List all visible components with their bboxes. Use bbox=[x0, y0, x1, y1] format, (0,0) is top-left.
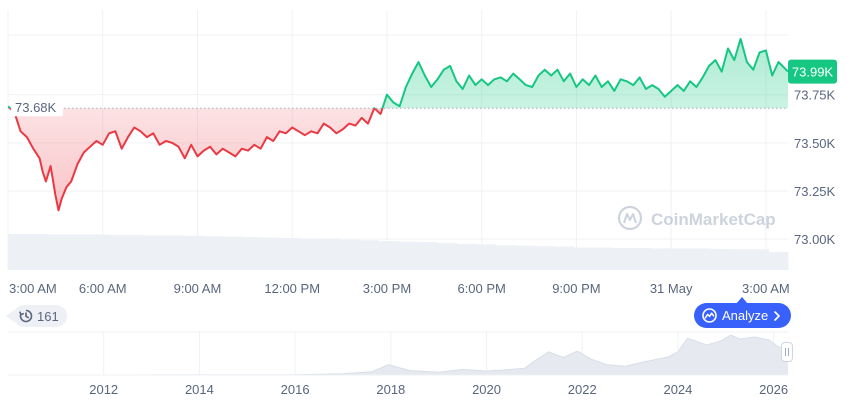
volume-bar bbox=[573, 247, 594, 270]
navigator-year-label: 2014 bbox=[185, 382, 214, 397]
volume-bar bbox=[495, 245, 516, 270]
volume-bar bbox=[456, 243, 477, 270]
volume-bar bbox=[398, 241, 418, 270]
volume-bar bbox=[66, 234, 87, 270]
watermark-logo-mark bbox=[623, 213, 637, 224]
y-tick-label: 73.75K bbox=[794, 88, 836, 103]
volume-bar bbox=[339, 239, 360, 270]
navigator-year-label: 2012 bbox=[89, 382, 118, 397]
volume-bar bbox=[320, 238, 340, 270]
x-tick-label: 12:00 PM bbox=[264, 281, 320, 296]
analyze-button[interactable]: Analyze bbox=[694, 297, 792, 328]
history-icon bbox=[19, 309, 33, 323]
volume-bar bbox=[612, 247, 633, 270]
volume-bar bbox=[203, 236, 223, 270]
x-tick-label: 6:00 PM bbox=[457, 281, 505, 296]
watermark-text: CoinMarketCap bbox=[651, 210, 776, 229]
volume-bar bbox=[729, 249, 750, 270]
volume-bar bbox=[768, 252, 789, 270]
volume-bar bbox=[515, 245, 535, 270]
navigator-year-label: 2022 bbox=[568, 382, 597, 397]
volume-bar bbox=[8, 234, 28, 270]
area-fill-up bbox=[8, 38, 788, 109]
volume-bar bbox=[651, 248, 672, 270]
volume-bar bbox=[125, 234, 145, 270]
volume-bar bbox=[554, 246, 574, 270]
volume-bar bbox=[534, 246, 555, 270]
x-tick-label: 31 May bbox=[650, 281, 693, 296]
area-fill-down bbox=[10, 108, 383, 211]
history-badge[interactable]: 161 bbox=[6, 305, 67, 327]
volume-bar bbox=[671, 248, 691, 270]
analyze-icon bbox=[702, 308, 717, 323]
navigator-year-label: 2026 bbox=[759, 382, 788, 397]
x-tick-label: 3:00 AM bbox=[742, 281, 790, 296]
navigator-year-label: 2018 bbox=[376, 382, 405, 397]
volume-bar bbox=[437, 243, 457, 270]
volume-bar bbox=[632, 247, 652, 270]
x-tick-label: 9:00 PM bbox=[552, 281, 600, 296]
x-tick-label: 3:00 PM bbox=[363, 281, 411, 296]
volume-bar bbox=[27, 234, 48, 270]
navigator-year-label: 2020 bbox=[472, 382, 501, 397]
chevron-right-icon bbox=[774, 310, 781, 321]
navigator-area bbox=[8, 335, 788, 375]
navigator-year-label: 2016 bbox=[281, 382, 310, 397]
volume-bar bbox=[417, 242, 438, 270]
history-count: 161 bbox=[37, 308, 59, 324]
volume-bar bbox=[378, 241, 399, 270]
volume-bar bbox=[690, 248, 711, 270]
volume-bar bbox=[164, 235, 184, 270]
volume-bar bbox=[300, 238, 321, 270]
y-tick-label: 73.25K bbox=[794, 184, 836, 199]
price-line-up bbox=[8, 37, 788, 109]
volume-bar bbox=[105, 234, 126, 270]
volume-bar bbox=[144, 235, 165, 270]
x-tick-label: 3:00 AM bbox=[9, 281, 57, 296]
y-tick-label: 73.00K bbox=[794, 232, 836, 247]
coinmarketcap-watermark: CoinMarketCap bbox=[617, 205, 776, 231]
price-line-down bbox=[8, 108, 384, 212]
volume-bar bbox=[86, 234, 106, 270]
x-tick-label: 6:00 AM bbox=[79, 281, 127, 296]
volume-bar bbox=[183, 235, 204, 270]
volume-bar bbox=[359, 240, 379, 270]
volume-bar bbox=[47, 234, 67, 270]
volume-bar bbox=[749, 249, 769, 270]
current-price-label: 73.99K bbox=[792, 65, 834, 80]
volume-bar bbox=[476, 244, 496, 270]
volume-bar bbox=[593, 247, 613, 270]
baseline-label: 73.68K bbox=[15, 100, 57, 115]
current-price-tag bbox=[788, 59, 837, 84]
volume-bar bbox=[222, 236, 243, 270]
volume-bar bbox=[242, 237, 262, 270]
x-tick-label: 9:00 AM bbox=[174, 281, 222, 296]
volume-bar bbox=[710, 248, 730, 270]
watermark-logo-icon bbox=[617, 205, 643, 231]
volume-bar bbox=[281, 238, 301, 270]
y-tick-label: 73.50K bbox=[794, 136, 836, 151]
range-scroll-handle[interactable] bbox=[781, 342, 793, 362]
analyze-label: Analyze bbox=[722, 308, 769, 323]
navigator-year-label: 2024 bbox=[663, 382, 692, 397]
volume-bar bbox=[261, 237, 282, 270]
baseline-label-bg bbox=[11, 99, 63, 117]
